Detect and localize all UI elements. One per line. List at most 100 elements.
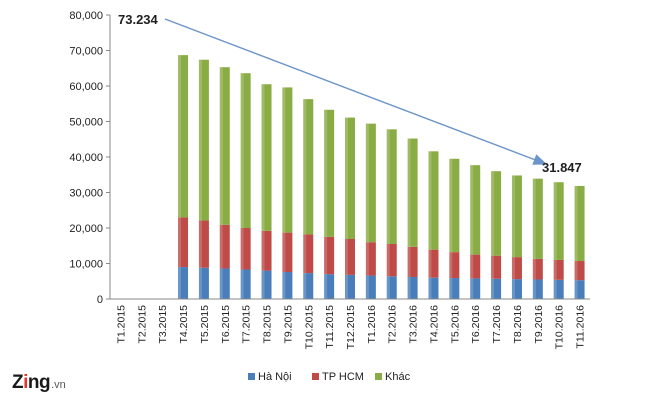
bar-highlight xyxy=(553,259,557,280)
bar-highlight xyxy=(178,267,182,299)
y-tick-label: 0 xyxy=(97,294,103,306)
x-tick-label: T7.2015 xyxy=(241,305,253,344)
legend-swatch-tp-hcm xyxy=(312,373,319,380)
x-tick-label: T7.2016 xyxy=(491,305,503,344)
bar-segment-khac xyxy=(511,175,522,258)
bar-highlight xyxy=(282,272,286,299)
bar-highlight xyxy=(553,279,557,299)
bar-segment-tp-hcm xyxy=(470,254,481,279)
x-tick-label: T9.2015 xyxy=(282,305,294,344)
bar-segment-ha-noi xyxy=(428,277,439,299)
bar-segment-khac xyxy=(178,55,189,218)
bar-highlight xyxy=(178,217,182,268)
bar-segment-tp-hcm xyxy=(240,228,251,270)
bar-highlight xyxy=(428,151,432,250)
x-tick-label: T11.2015 xyxy=(324,305,336,349)
x-tick-label: T5.2016 xyxy=(449,305,461,344)
bar-highlight xyxy=(449,252,453,279)
bar-highlight xyxy=(178,55,182,218)
legend-swatch-ha-noi xyxy=(248,373,255,380)
legend-label-ha-noi: Hà Nội xyxy=(258,371,292,383)
x-tick-label: T10.2015 xyxy=(303,305,315,350)
x-tick-label: T4.2015 xyxy=(178,305,190,344)
bar-highlight xyxy=(345,274,348,299)
logo-i: i xyxy=(23,372,28,393)
y-tick-label: 10,000 xyxy=(69,259,103,271)
bar-segment-ha-noi xyxy=(345,274,355,299)
y-tick-label: 40,000 xyxy=(69,152,103,164)
logo-suffix: .vn xyxy=(51,379,66,391)
logo-z: Z xyxy=(12,372,24,393)
bar-segment-ha-noi xyxy=(449,278,460,299)
bar-segment-tp-hcm xyxy=(261,230,272,271)
bar-highlight xyxy=(324,274,328,299)
y-tick-label: 70,000 xyxy=(69,46,103,58)
bar-highlight xyxy=(219,67,223,225)
bar-highlight xyxy=(449,158,453,253)
legend-swatch-khac xyxy=(375,373,382,380)
bar-segment-tp-hcm xyxy=(532,258,543,280)
y-tick-label: 80,000 xyxy=(69,10,103,22)
bar-segment-ha-noi xyxy=(532,279,543,299)
bar-segment-tp-hcm xyxy=(491,255,502,279)
x-tick-label: T5.2015 xyxy=(199,305,211,344)
x-tick-label: T11.2016 xyxy=(575,305,587,349)
legend-label-khac: Khác xyxy=(385,371,411,383)
bar-segment-khac xyxy=(532,178,543,259)
bar-segment-ha-noi xyxy=(511,279,522,299)
bar-highlight xyxy=(198,59,202,221)
bar-highlight xyxy=(198,220,202,268)
y-tick-label: 50,000 xyxy=(69,117,103,129)
bar-segment-tp-hcm xyxy=(178,217,189,268)
bar-segment-ha-noi xyxy=(407,276,418,299)
bar-segment-khac xyxy=(261,84,272,231)
bar-highlight xyxy=(386,276,390,299)
bar-highlight xyxy=(428,249,432,278)
bar-segment-khac xyxy=(428,151,439,250)
bar-highlight xyxy=(324,236,328,275)
bar-segment-ha-noi xyxy=(178,267,189,299)
bar-highlight xyxy=(553,182,557,260)
bar-segment-ha-noi xyxy=(282,272,293,299)
bar-segment-ha-noi xyxy=(553,279,564,299)
bar-highlight xyxy=(449,278,453,299)
y-tick-label: 20,000 xyxy=(69,223,103,235)
x-tick-label: T3.2016 xyxy=(408,305,420,344)
bar-highlight xyxy=(386,243,390,277)
bar-highlight xyxy=(303,273,307,299)
bar-highlight xyxy=(470,254,474,279)
bar-highlight xyxy=(491,278,495,299)
bar-highlight xyxy=(574,261,578,281)
bar-segment-khac xyxy=(407,138,418,247)
bar-highlight xyxy=(345,239,348,275)
bar-segment-ha-noi xyxy=(324,274,335,299)
bar-segment-khac xyxy=(198,59,209,221)
bar-segment-khac xyxy=(574,185,585,262)
bar-highlight xyxy=(532,258,536,280)
x-tick-label: T6.2016 xyxy=(470,305,482,344)
start-value-annotation: 73.234 xyxy=(118,12,159,27)
bar-highlight xyxy=(511,175,515,258)
bar-segment-ha-noi xyxy=(303,273,314,299)
bar-highlight xyxy=(303,234,307,274)
bar-highlight xyxy=(407,246,411,277)
bar-highlight xyxy=(532,178,536,259)
bar-highlight xyxy=(261,84,265,231)
bar-segment-tp-hcm xyxy=(365,242,376,276)
bar-highlight xyxy=(282,87,286,233)
bar-highlight xyxy=(240,73,244,228)
bar-highlight xyxy=(261,270,265,299)
bar-segment-tp-hcm xyxy=(324,236,335,275)
bar-segment-ha-noi xyxy=(470,278,481,299)
bar-highlight xyxy=(574,280,578,299)
bar-highlight xyxy=(365,275,369,299)
x-tick-label: T2.2016 xyxy=(387,305,399,344)
bar-segment-tp-hcm xyxy=(386,243,397,277)
bar-segment-khac xyxy=(303,99,314,235)
bar-segment-ha-noi xyxy=(240,269,251,299)
bar-highlight xyxy=(511,279,515,299)
y-tick-label: 60,000 xyxy=(69,81,103,93)
bar-highlight xyxy=(532,279,536,299)
bar-highlight xyxy=(345,117,348,240)
bar-segment-khac xyxy=(365,123,376,243)
